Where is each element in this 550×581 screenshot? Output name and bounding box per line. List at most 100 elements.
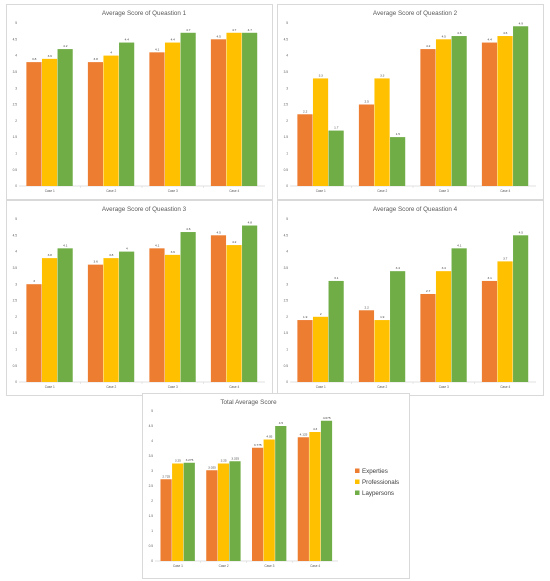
legend-label: Experties [362,468,388,475]
y-tick-label: 2.5 [13,299,18,303]
data-label: 4.1 [155,243,160,247]
data-label: 4.6 [503,31,508,35]
y-tick-label: 0 [15,184,17,188]
y-tick-label: 0 [151,559,153,563]
y-tick-label: 2 [286,315,288,319]
bar-laypersons-case-1 [183,462,195,561]
data-label: 2 [320,312,322,316]
y-tick-label: 1 [15,152,17,156]
y-tick-label: 5 [286,217,288,221]
data-label: 4.9 [519,21,524,25]
bar-professionals-case-3 [435,39,452,186]
data-label: 4.5 [217,34,222,38]
data-label: 1.5 [396,132,401,136]
bar-experties-case-4 [210,235,227,382]
bar-professionals-case-2 [374,320,390,382]
data-label: 4.1 [457,243,462,247]
x-tick-label: Case 3 [168,189,178,193]
bar-laypersons-case-3 [451,36,467,186]
data-label: 3.9 [48,54,53,58]
bar-experties-case-3 [149,248,165,382]
bar-professionals-case-3 [263,439,275,561]
bar-experties-case-1 [160,479,172,561]
data-label: 3.325 [231,456,239,460]
data-label: 4.1 [155,47,160,51]
y-tick-label: 4.5 [149,424,154,428]
y-tick-label: 3.5 [284,70,289,74]
data-label: 2.725 [162,474,170,478]
bar-professionals-case-4 [497,261,513,382]
data-label: 3.8 [32,57,37,61]
data-label: 4.05 [266,435,272,439]
y-tick-label: 2 [151,499,153,503]
bar-professionals-case-2 [374,78,390,186]
bar-professionals-case-3 [164,42,181,187]
x-tick-label: Case 2 [377,189,387,193]
x-tick-label: Case 1 [316,385,326,389]
y-tick-label: 0 [286,380,288,384]
data-label: 4.7 [248,28,253,32]
bar-experties-case-4 [481,42,498,187]
data-label: 4.6 [457,31,462,35]
y-tick-label: 2.5 [149,484,154,488]
y-tick-label: 5 [15,21,17,25]
chart-question-2: Average Score of Queastion 2 0 0.5 1 1.5 2 2.5… [284,10,536,193]
bar-laypersons-case-1 [57,49,73,186]
chart-panel-question-3: Average Score of Queastion 3 0 0.5 1 1.5 2 2.5… [6,200,273,396]
bar-professionals-case-3 [435,271,452,382]
x-tick-label: Case 1 [45,189,55,193]
bar-experties-case-3 [251,447,264,561]
x-tick-label: Case 4 [500,189,510,193]
y-tick-label: 1.5 [284,135,289,139]
data-label: 3.9 [171,250,176,254]
y-tick-label: 1.5 [284,331,289,335]
bar-laypersons-case-2 [390,271,406,382]
data-label: 1.9 [380,315,385,319]
bar-professionals-case-4 [497,36,513,186]
y-tick-label: 0.5 [13,364,18,368]
bar-laypersons-case-2 [390,137,406,186]
x-tick-label: Case 4 [229,385,239,389]
y-tick-label: 0.5 [149,544,154,548]
bar-experties-case-4 [481,280,498,382]
chart-question-3: Average Score of Queastion 3 0 0.5 1 1.5 2 2.5… [13,206,265,389]
bar-experties-case-1 [297,320,313,382]
data-label: 3.4 [442,266,447,270]
y-tick-label: 4 [286,54,288,58]
data-label: 4 [110,51,112,55]
bar-professionals-case-4 [226,32,242,186]
y-tick-label: 3 [15,282,17,286]
y-tick-label: 1.5 [13,135,18,139]
y-tick-label: 2 [15,119,17,123]
data-label: 3.8 [48,253,53,257]
data-label: 2.7 [426,289,431,293]
y-tick-label: 2 [286,119,288,123]
bar-experties-case-2 [87,62,104,187]
x-tick-label: Case 3 [168,385,178,389]
y-tick-label: 1 [151,529,153,533]
chart-title: Average Score of Queastion 2 [373,10,458,17]
chart-panel-question-2: Average Score of Queastion 2 0 0.5 1 1.5 2 2.5… [277,4,544,200]
chart-title: Total Average Score [220,399,277,406]
y-tick-label: 0 [15,380,17,384]
y-tick-label: 1 [15,348,17,352]
y-tick-label: 5 [15,217,17,221]
x-tick-label: Case 3 [439,385,449,389]
x-tick-label: Case 3 [264,564,274,568]
bar-experties-case-2 [358,310,375,382]
data-label: 3.25 [221,459,227,463]
y-tick-label: 4 [15,250,17,254]
y-tick-label: 3.5 [13,266,18,270]
data-label: 2.5 [365,100,370,104]
bar-experties-case-1 [26,284,42,382]
data-label: 4.2 [63,44,68,48]
bar-laypersons-case-1 [328,280,344,382]
data-label: 3.1 [334,276,339,280]
data-label: 3.775 [254,443,262,447]
y-tick-label: 2.5 [13,103,18,107]
y-tick-label: 0.5 [13,168,18,172]
legend-swatch [355,468,360,473]
y-tick-label: 1.5 [13,331,18,335]
chart-title: Average Score of Queastion 4 [373,206,458,213]
legend-swatch [355,479,360,484]
